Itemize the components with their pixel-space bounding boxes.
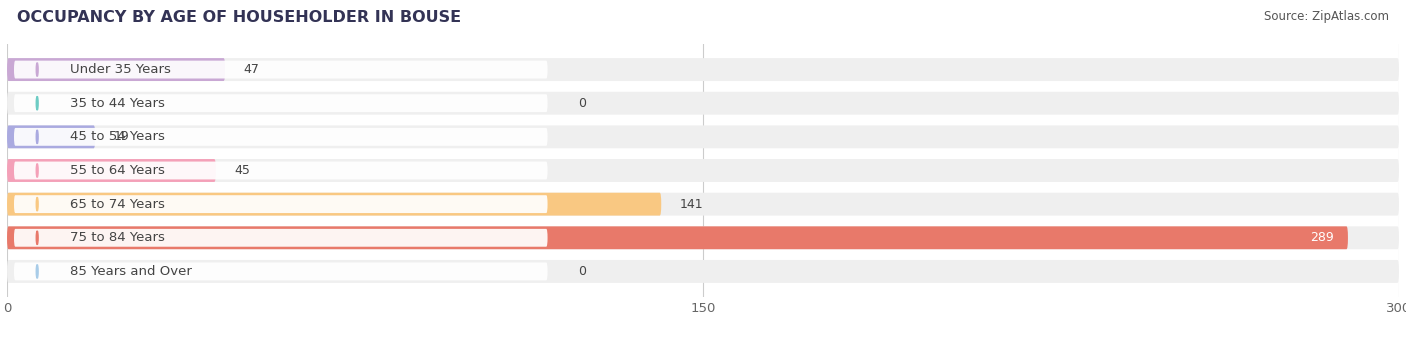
Circle shape — [37, 197, 38, 211]
Text: 19: 19 — [114, 130, 129, 143]
Circle shape — [37, 130, 38, 144]
Text: Source: ZipAtlas.com: Source: ZipAtlas.com — [1264, 10, 1389, 23]
FancyBboxPatch shape — [14, 128, 547, 146]
Text: 47: 47 — [243, 63, 260, 76]
FancyBboxPatch shape — [14, 263, 547, 280]
FancyBboxPatch shape — [7, 92, 1399, 115]
FancyBboxPatch shape — [7, 193, 661, 216]
Text: 85 Years and Over: 85 Years and Over — [70, 265, 191, 278]
Text: Under 35 Years: Under 35 Years — [70, 63, 170, 76]
FancyBboxPatch shape — [7, 159, 1399, 182]
Circle shape — [37, 265, 38, 278]
Text: 289: 289 — [1310, 231, 1334, 244]
FancyBboxPatch shape — [14, 229, 547, 247]
Text: 55 to 64 Years: 55 to 64 Years — [70, 164, 165, 177]
Text: OCCUPANCY BY AGE OF HOUSEHOLDER IN BOUSE: OCCUPANCY BY AGE OF HOUSEHOLDER IN BOUSE — [17, 10, 461, 25]
Circle shape — [37, 63, 38, 76]
FancyBboxPatch shape — [7, 58, 225, 81]
FancyBboxPatch shape — [7, 58, 1399, 81]
FancyBboxPatch shape — [14, 61, 547, 78]
FancyBboxPatch shape — [7, 125, 96, 148]
FancyBboxPatch shape — [14, 195, 547, 213]
Circle shape — [37, 97, 38, 110]
Text: 141: 141 — [681, 198, 703, 211]
FancyBboxPatch shape — [7, 226, 1399, 249]
FancyBboxPatch shape — [7, 159, 217, 182]
FancyBboxPatch shape — [7, 226, 1348, 249]
FancyBboxPatch shape — [7, 193, 1399, 216]
Text: 45 to 54 Years: 45 to 54 Years — [70, 130, 165, 143]
Text: 0: 0 — [578, 265, 586, 278]
FancyBboxPatch shape — [7, 125, 1399, 148]
Text: 35 to 44 Years: 35 to 44 Years — [70, 97, 165, 110]
Text: 75 to 84 Years: 75 to 84 Years — [70, 231, 165, 244]
Text: 65 to 74 Years: 65 to 74 Years — [70, 198, 165, 211]
Text: 45: 45 — [235, 164, 250, 177]
Circle shape — [37, 164, 38, 177]
FancyBboxPatch shape — [14, 94, 547, 112]
Circle shape — [37, 231, 38, 244]
FancyBboxPatch shape — [14, 162, 547, 179]
Text: 0: 0 — [578, 97, 586, 110]
FancyBboxPatch shape — [7, 260, 1399, 283]
